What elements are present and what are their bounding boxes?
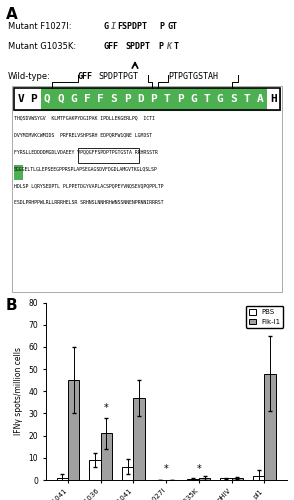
Text: D: D bbox=[137, 94, 144, 104]
Bar bbox=[78, 148, 139, 163]
Text: *: * bbox=[104, 404, 109, 413]
Bar bbox=[27, 88, 41, 110]
Bar bbox=[147, 88, 160, 110]
Bar bbox=[101, 434, 112, 480]
Legend: PBS, Flk-I1: PBS, Flk-I1 bbox=[246, 306, 283, 328]
Bar bbox=[81, 88, 94, 110]
Text: A: A bbox=[257, 94, 263, 104]
Bar bbox=[220, 478, 232, 480]
Text: K: K bbox=[166, 42, 171, 51]
Text: FYRSLLEDDDDMGDLVDAEEY VPQQGFFSPDPTPGTGSTA RRHRSSTR: FYRSLLEDDDDMGDLVDAEEY VPQQGFFSPDPTPGTGST… bbox=[14, 149, 158, 154]
Bar bbox=[227, 88, 240, 110]
Text: HDLSP LQRYSEDPTL PLPPETDGYVAPLACSPQPEYVNQSEVQPQPPLTP: HDLSP LQRYSEDPTL PLPPETDGYVAPLACSPQPEYVN… bbox=[14, 183, 163, 188]
Bar bbox=[133, 398, 145, 480]
Text: S: S bbox=[230, 94, 237, 104]
Bar bbox=[267, 88, 280, 110]
Bar bbox=[134, 88, 147, 110]
Text: Wild-type:: Wild-type: bbox=[8, 72, 51, 81]
Text: P: P bbox=[159, 22, 164, 31]
Text: THQSDVWSYGV  KLMTFGAKPYDGIPAK IPDLLEKGERLPQ  ICTI: THQSDVWSYGV KLMTFGAKPYDGIPAK IPDLLEKGERL… bbox=[14, 115, 155, 120]
Text: GFF: GFF bbox=[78, 72, 93, 81]
Text: SGGGELTLGLEPSEEGPPRSPLAPSEGAGSDVFDGDLAMGVTKGLQSLSP: SGGGELTLGLEPSEEGPPRSPLAPSEGAGSDVFDGDLAMG… bbox=[14, 166, 158, 171]
Text: A: A bbox=[6, 7, 18, 22]
Bar bbox=[173, 88, 187, 110]
Bar bbox=[107, 88, 121, 110]
Bar bbox=[160, 88, 173, 110]
Bar bbox=[68, 380, 79, 480]
Bar bbox=[264, 374, 276, 480]
Bar bbox=[56, 478, 68, 480]
Text: P: P bbox=[177, 94, 184, 104]
Bar bbox=[122, 466, 133, 480]
Bar bbox=[213, 88, 227, 110]
Bar bbox=[14, 88, 280, 110]
Y-axis label: IFNγ spots/million cells: IFNγ spots/million cells bbox=[14, 347, 23, 435]
Text: T: T bbox=[163, 94, 170, 104]
Text: B: B bbox=[6, 298, 18, 312]
Text: S: S bbox=[110, 94, 117, 104]
Text: V: V bbox=[17, 94, 24, 104]
Bar bbox=[187, 479, 199, 480]
Text: H: H bbox=[270, 94, 277, 104]
Text: T: T bbox=[174, 42, 179, 51]
Text: F: F bbox=[97, 94, 104, 104]
Text: *: * bbox=[164, 464, 168, 474]
Bar bbox=[89, 460, 101, 480]
Bar bbox=[240, 88, 253, 110]
Text: GFF: GFF bbox=[103, 42, 118, 51]
Text: FSPDPT: FSPDPT bbox=[117, 22, 147, 31]
Bar bbox=[20, 165, 23, 180]
Text: PTPGTGSTAH: PTPGTGSTAH bbox=[168, 72, 218, 81]
Bar bbox=[14, 165, 17, 180]
Bar bbox=[187, 88, 200, 110]
Bar bbox=[253, 88, 267, 110]
Text: T: T bbox=[203, 94, 210, 104]
Bar bbox=[67, 88, 81, 110]
Bar bbox=[41, 88, 54, 110]
Text: I: I bbox=[111, 22, 116, 31]
Text: T: T bbox=[243, 94, 250, 104]
Text: SPDPTPGT: SPDPTPGT bbox=[98, 72, 138, 81]
Text: F: F bbox=[84, 94, 91, 104]
Text: G: G bbox=[71, 94, 77, 104]
Text: GT: GT bbox=[167, 22, 177, 31]
Bar bbox=[14, 88, 27, 110]
Text: P: P bbox=[150, 94, 157, 104]
Text: Mutant F1027I:: Mutant F1027I: bbox=[8, 22, 74, 31]
Text: G: G bbox=[103, 22, 108, 31]
Text: *: * bbox=[196, 464, 201, 474]
Text: P: P bbox=[31, 94, 37, 104]
Bar bbox=[121, 88, 134, 110]
Text: P: P bbox=[124, 94, 131, 104]
Bar bbox=[199, 478, 210, 480]
Text: G: G bbox=[190, 94, 197, 104]
Text: ESDLPRHPPWLRLLRRRHELSR SRHNSLNNHRHWNSSNNENPRNNIRRRST: ESDLPRHPPWLRLLRRRHELSR SRHNSLNNHRHWNSSNN… bbox=[14, 200, 163, 205]
Bar bbox=[253, 476, 264, 480]
Text: Q: Q bbox=[44, 94, 51, 104]
Bar bbox=[200, 88, 213, 110]
Text: G: G bbox=[217, 94, 223, 104]
Text: P: P bbox=[158, 42, 163, 51]
Text: Mutant G1035K:: Mutant G1035K: bbox=[8, 42, 79, 51]
Bar bbox=[17, 165, 20, 180]
Text: SPDPT: SPDPT bbox=[125, 42, 150, 51]
Bar bbox=[12, 86, 282, 292]
Bar bbox=[54, 88, 67, 110]
Text: DVYMIMVKCWMIDS  PRFRELVSHPSRH EDPQRFW1QNE LGMDST: DVYMIMVKCWMIDS PRFRELVSHPSRH EDPQRFW1QNE… bbox=[14, 132, 152, 137]
Bar bbox=[94, 88, 107, 110]
Text: Q: Q bbox=[57, 94, 64, 104]
Bar bbox=[232, 478, 243, 480]
Bar bbox=[14, 88, 280, 110]
